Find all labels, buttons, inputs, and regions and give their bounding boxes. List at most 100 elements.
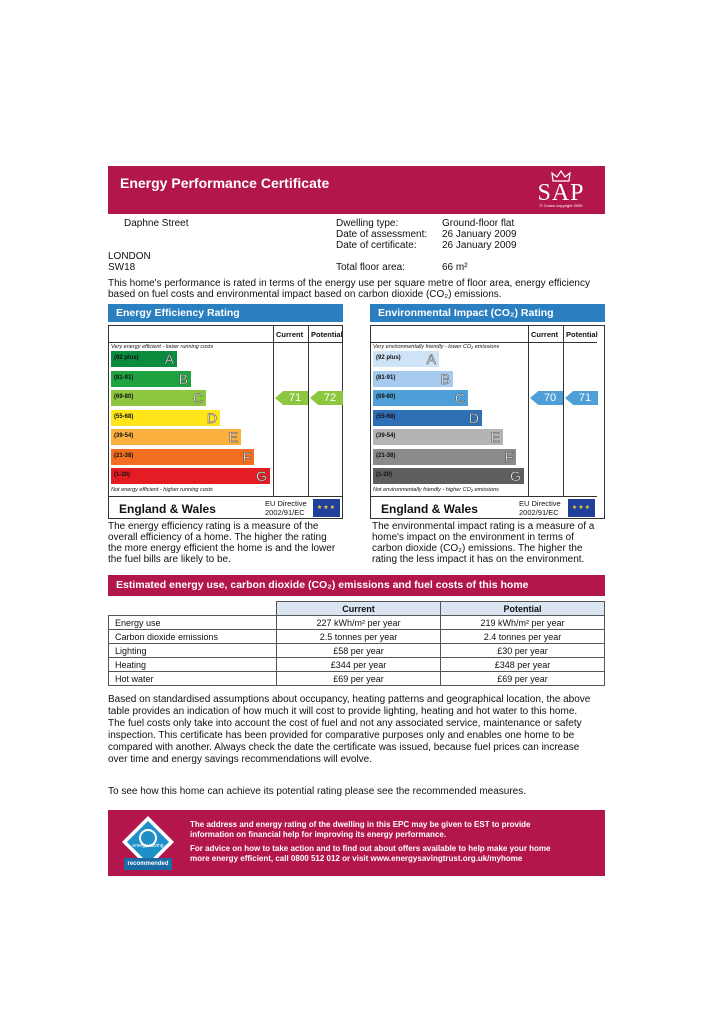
rating-band-d: (55-68) D — [373, 409, 482, 426]
rating-band-letter: A — [164, 351, 174, 368]
rating-band-letter: F — [504, 448, 513, 465]
environmental-potential-header: Potential — [566, 330, 598, 339]
rating-band-letter: D — [468, 409, 480, 426]
eu-flag-icon: ★★★ — [313, 499, 340, 517]
efficiency-potential-arrow: 72 — [310, 391, 343, 405]
rating-band-range: (55-68) — [114, 413, 134, 420]
rating-band-letter: A — [426, 351, 436, 368]
dwelling-type-label: Dwelling type: — [336, 218, 399, 229]
rating-band-b: (81-91) B — [373, 370, 453, 387]
rating-band-letter: B — [178, 370, 188, 387]
energy-efficiency-title: Energy Efficiency Rating — [108, 304, 343, 322]
estimated-costs-title: Estimated energy use, carbon dioxide (CO… — [108, 575, 605, 596]
rating-band-range: (92 plus) — [376, 355, 401, 361]
table-header-potential: Potential — [440, 601, 605, 616]
energy-saving-banner: energy saving recommended The address an… — [108, 810, 605, 876]
certificate-date-value: 26 January 2009 — [442, 240, 517, 251]
rating-band-letter: B — [440, 370, 450, 387]
energy-saving-icon — [122, 816, 174, 870]
table-row: Energy use 227 kWh/m² per year 219 kWh/m… — [108, 615, 605, 630]
rating-band-letter: C — [192, 390, 204, 407]
banner-line-4: more energy efficient, call 0800 512 012… — [190, 854, 523, 863]
rating-band-letter: C — [454, 390, 466, 407]
rating-band-letter: G — [256, 468, 267, 485]
page-title: Energy Performance Certificate — [120, 175, 330, 191]
efficiency-description: The energy efficiency rating is a measur… — [108, 521, 336, 565]
efficiency-current-arrow: 71 — [275, 391, 308, 405]
efficiency-region: England & Wales — [119, 502, 216, 516]
banner-line-1: The address and energy rating of the dwe… — [190, 820, 531, 829]
rating-band-d: (55-68) D — [111, 409, 220, 426]
environmental-eu-directive: EU Directive 2002/91/EC — [519, 499, 561, 517]
environmental-bottom-note: Not environmentally friendly - higher CO… — [373, 487, 499, 493]
rating-band-c: (69-80) C — [373, 390, 468, 406]
rating-band-a: (92 plus) A — [373, 351, 439, 367]
assessment-date-label: Date of assessment: — [336, 229, 428, 240]
rating-band-range: (1-20) — [114, 472, 131, 478]
address-city: LONDON — [108, 251, 151, 262]
rating-band-range: (1-20) — [376, 472, 393, 478]
rating-band-f: (21-38) F — [373, 448, 516, 465]
rating-band-range: (92 plus) — [114, 355, 139, 361]
rating-band-letter: G — [510, 468, 521, 485]
assumptions-paragraph: Based on standardised assumptions about … — [108, 694, 591, 765]
rating-band-range: (39-54) — [376, 433, 396, 439]
assessment-date-value: 26 January 2009 — [442, 229, 517, 240]
crown-icon — [551, 170, 571, 182]
environmental-impact-box: Current Potential Very environmentally f… — [370, 325, 605, 519]
rating-band-range: (55-68) — [376, 413, 396, 420]
rating-band-e: (39-54) E — [373, 429, 503, 445]
rating-band-a: (92 plus) A — [111, 351, 177, 367]
certificate-date-label: Date of certificate: — [336, 240, 417, 251]
efficiency-current-header: Current — [276, 330, 304, 339]
rating-band-e: (39-54) E — [111, 429, 241, 445]
rating-band-range: (39-54) — [114, 433, 134, 439]
rating-band-range: (69-80) — [114, 394, 134, 400]
efficiency-bottom-note: Not energy efficient - higher running co… — [111, 487, 213, 493]
table-row: Hot water £69 per year £69 per year — [108, 671, 605, 686]
rating-band-g: (1-20) G — [373, 468, 524, 484]
efficiency-eu-directive: EU Directive 2002/91/EC — [265, 499, 307, 517]
energy-saving-recommended-logo: energy saving recommended — [118, 814, 178, 874]
environmental-region: England & Wales — [381, 502, 478, 516]
environmental-impact-title: Environmental Impact (CO₂) Rating — [370, 304, 605, 322]
address-street: Daphne Street — [124, 218, 189, 229]
rating-band-letter: F — [242, 448, 251, 465]
environmental-current-arrow: 70 — [530, 391, 563, 405]
efficiency-potential-header: Potential — [311, 330, 343, 339]
rating-band-b: (81-91) B — [111, 370, 191, 387]
efficiency-top-note: Very energy efficient - lower running co… — [111, 344, 214, 350]
eu-flag-icon: ★★★ — [568, 499, 595, 517]
rating-band-range: (21-38) — [114, 452, 134, 459]
environmental-current-header: Current — [531, 330, 559, 339]
environmental-top-note: Very environmentally friendly - lower CO… — [373, 344, 500, 350]
floor-area-label: Total floor area: — [336, 262, 405, 273]
rating-band-letter: E — [490, 429, 500, 446]
estimated-costs-table: Current Potential Energy use 227 kWh/m² … — [108, 601, 605, 686]
intro-line-2: based on fuel costs and environmental im… — [108, 289, 502, 300]
address-postcode: SW18 — [108, 262, 136, 273]
energy-efficiency-box: Current Potential Very energy efficient … — [108, 325, 343, 519]
recommended-measures-note: To see how this home can achieve its pot… — [108, 786, 527, 797]
environmental-description: The environmental impact rating is a mea… — [372, 521, 595, 565]
floor-area-value: 66 m² — [442, 262, 468, 273]
intro-line-1: This home's performance is rated in term… — [108, 278, 590, 289]
rating-band-range: (21-38) — [376, 452, 396, 459]
table-row: Heating £344 per year £348 per year — [108, 657, 605, 672]
sap-logo-text: SAP — [537, 180, 585, 206]
sap-copyright: © Crown copyright 2005 — [539, 203, 583, 208]
rating-band-g: (1-20) G — [111, 468, 270, 484]
certificate-header: Energy Performance Certificate SAP © Cro… — [108, 166, 605, 214]
rating-band-range: (81-91) — [376, 374, 396, 381]
dwelling-type-value: Ground-floor flat — [442, 218, 515, 229]
rating-band-range: (81-91) — [114, 374, 134, 381]
rating-band-range: (69-80) — [376, 394, 396, 400]
environmental-potential-arrow: 71 — [565, 391, 598, 405]
table-header-current: Current — [276, 601, 441, 616]
rating-band-c: (69-80) C — [111, 390, 206, 406]
rating-band-f: (21-38) F — [111, 448, 254, 465]
rating-band-letter: D — [206, 409, 218, 426]
banner-line-2: information on financial help for improv… — [190, 830, 447, 839]
table-row: Carbon dioxide emissions 2.5 tonnes per … — [108, 629, 605, 644]
rating-band-letter: E — [228, 429, 238, 446]
